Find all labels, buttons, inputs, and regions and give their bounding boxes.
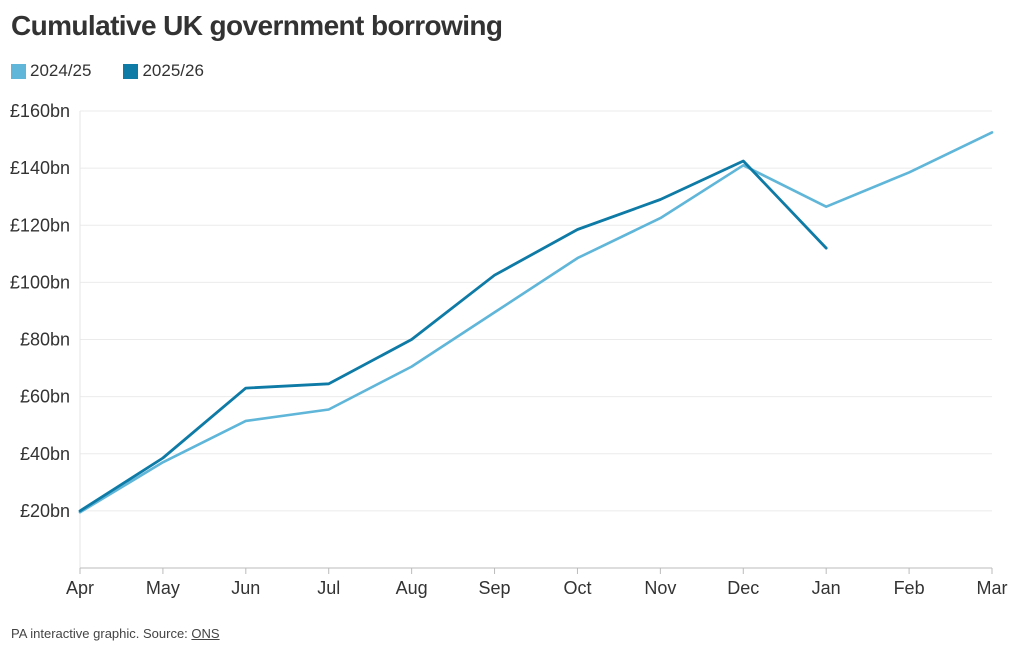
y-tick-label: £160bn (10, 101, 70, 121)
footer-text: PA interactive graphic. Source: (11, 626, 192, 641)
x-tick-label: Jun (231, 578, 260, 598)
series-line-2024-25 (78, 131, 994, 514)
x-tick-label: Mar (977, 578, 1008, 598)
legend: 2024/25 2025/26 (11, 61, 236, 81)
source-link[interactable]: ONS (191, 626, 220, 641)
x-tick-label: Jan (812, 578, 841, 598)
x-tick-label: Dec (727, 578, 759, 598)
legend-swatch-2025-26 (123, 63, 139, 79)
x-tick-label: Nov (644, 578, 676, 598)
y-tick-label: £120bn (10, 215, 70, 235)
y-tick-label: £40bn (20, 444, 70, 464)
legend-item-2024-25: 2024/25 (11, 61, 91, 81)
x-tick-label: Feb (894, 578, 925, 598)
y-tick-label: £80bn (20, 330, 70, 350)
legend-label-2024-25: 2024/25 (30, 61, 92, 80)
y-tick-label: £140bn (10, 158, 70, 178)
legend-swatch-2024-25 (11, 63, 26, 79)
series-lines (78, 131, 994, 514)
x-axis: Apr May Jun Jul Aug Sep Oct Nov Dec Jan Feb Mar (66, 567, 1008, 598)
x-tick-label: Sep (479, 578, 511, 598)
y-tick-label: £20bn (20, 501, 70, 521)
x-tick-label: Oct (563, 578, 591, 598)
series-line-2025-26 (78, 159, 828, 513)
chart-title: Cumulative UK government borrowing (11, 10, 503, 41)
legend-label-2025-26: 2025/26 (142, 61, 204, 80)
x-tick-label: Apr (66, 578, 94, 598)
x-tick-label: Jul (317, 578, 340, 598)
footer-credit: PA interactive graphic. Source: ONS (11, 626, 220, 641)
x-tick-label: May (146, 578, 180, 598)
y-tick-label: £60bn (20, 387, 70, 407)
x-tick-label: Aug (396, 578, 428, 598)
gridlines (79, 110, 992, 568)
y-tick-label: £100bn (10, 272, 70, 292)
y-axis-ticks: £20bn £40bn £60bn £80bn £100bn £120bn £140bn £1… (10, 101, 70, 521)
legend-item-2025-26: 2025/26 (123, 61, 204, 81)
